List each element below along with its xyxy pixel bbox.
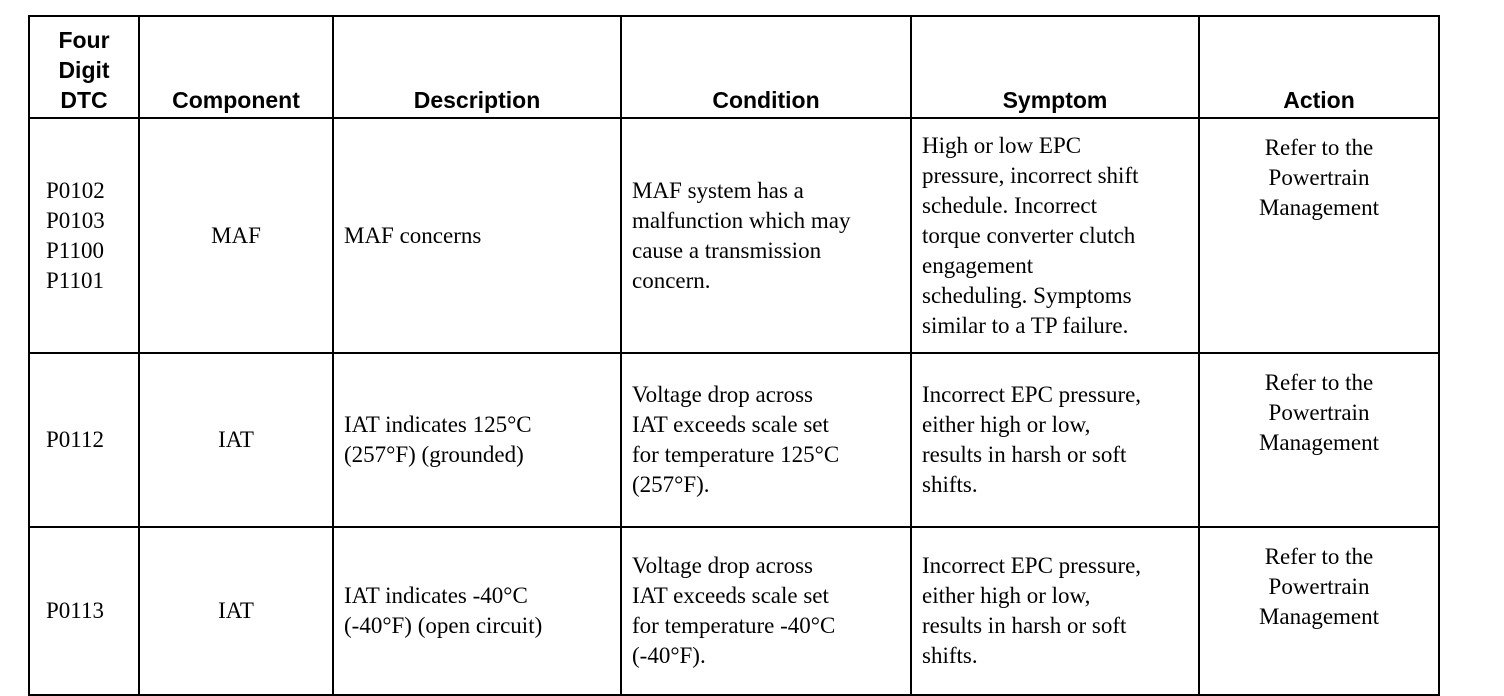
cell-line: P0103 xyxy=(46,207,105,233)
cell-line: Powertrain xyxy=(1268,574,1370,599)
cell-line: High or low EPC xyxy=(922,132,1082,158)
cell-line: P0112 xyxy=(46,427,104,452)
table-cell: MAF system has a malfunction which may cau… xyxy=(620,117,912,354)
header-cell: Action xyxy=(1198,15,1440,119)
cell-line: either high or low, xyxy=(922,412,1091,437)
table-cell: Refer to the Powertrain Management xyxy=(1198,526,1440,696)
cell-line: malfunction which may xyxy=(632,207,851,233)
cell-line: either high or low, xyxy=(922,583,1091,608)
table-cell: MAF concerns xyxy=(332,117,622,354)
cell-line: for temperature 125°C xyxy=(632,442,840,467)
table-cell: MAF xyxy=(138,117,334,354)
cell-line: Powertrain xyxy=(1268,400,1370,425)
cell-line: P0102 xyxy=(46,177,105,203)
table-cell: High or low EPC pressure, incorrect shift… xyxy=(910,117,1200,354)
cell-line: Voltage drop across xyxy=(632,382,813,407)
cell-line: concern. xyxy=(632,267,711,293)
cell-line: MAF concerns xyxy=(344,222,482,248)
header-cell: Four Digit DTC xyxy=(28,15,140,119)
cell-line: Condition xyxy=(712,87,820,113)
table-cell: P0102 P0103 P1100 P1101 xyxy=(28,117,140,354)
header-cell: Condition xyxy=(620,15,912,119)
table-cell: Voltage drop across IAT exceeds scale set… xyxy=(620,352,912,528)
table-cell: P0112 xyxy=(28,352,140,528)
cell-line: Digit xyxy=(58,57,110,83)
cell-line: results in harsh or soft xyxy=(922,442,1127,467)
table-cell: IAT indicates -40°C (-40°F) (open circuit… xyxy=(332,526,622,696)
cell-line: IAT xyxy=(218,427,254,452)
table-cell: P0113 xyxy=(28,526,140,696)
table-row: P0112 IAT IAT indicates 125°C (257°F) (grou… xyxy=(28,352,1440,528)
cell-line: Management xyxy=(1258,195,1380,220)
cell-line: P1101 xyxy=(46,267,104,293)
cell-line: Powertrain xyxy=(1268,165,1370,190)
cell-line: (-40°F) (open circuit) xyxy=(344,613,543,638)
cell-line: DTC xyxy=(60,87,108,113)
cell-line: results in harsh or soft xyxy=(922,613,1127,638)
cell-line: Incorrect EPC pressure, xyxy=(922,553,1142,578)
cell-line: IAT exceeds scale set xyxy=(632,583,829,608)
cell-line: Symptom xyxy=(1002,87,1108,113)
cell-line: engagement xyxy=(922,252,1034,278)
table-cell: Refer to the Powertrain Management xyxy=(1198,352,1440,528)
cell-line: Four xyxy=(58,27,110,53)
cell-line: pressure, incorrect shift xyxy=(922,162,1139,188)
cell-line: IAT indicates -40°C xyxy=(344,583,528,608)
cell-line: MAF xyxy=(211,222,261,248)
header-cell: Component xyxy=(138,15,334,119)
table-body: P0102 P0103 P1100 P1101 MAF MAF concerns MAF s… xyxy=(28,117,1440,696)
cell-line: Incorrect EPC pressure, xyxy=(922,382,1142,407)
cell-line: Action xyxy=(1283,87,1355,113)
cell-line: Voltage drop across xyxy=(632,553,813,578)
cell-line: (257°F) (grounded) xyxy=(344,442,524,467)
table-cell: IAT indicates 125°C (257°F) (grounded) xyxy=(332,352,622,528)
cell-line: Component xyxy=(172,87,300,113)
table-header: Four Digit DTC Component Description Conditio… xyxy=(28,15,1440,119)
cell-line: Refer to the xyxy=(1264,544,1374,569)
cell-line: for temperature -40°C xyxy=(632,613,836,638)
cell-line: torque converter clutch xyxy=(922,222,1136,248)
table-cell: Incorrect EPC pressure, either high or lo… xyxy=(910,526,1200,696)
cell-line: P1100 xyxy=(46,237,104,263)
cell-line: cause a transmission xyxy=(632,237,822,263)
cell-line: similar to a TP failure. xyxy=(922,312,1129,338)
cell-line: Refer to the xyxy=(1264,135,1374,160)
cell-line: MAF system has a xyxy=(632,177,804,203)
cell-line: schedule. Incorrect xyxy=(922,192,1097,218)
cell-line: Refer to the xyxy=(1264,370,1374,395)
table-row: P0102 P0103 P1100 P1101 MAF MAF concerns MAF s… xyxy=(28,117,1440,354)
header-row: Four Digit DTC Component Description Conditio… xyxy=(28,15,1440,119)
cell-line: IAT xyxy=(218,598,254,623)
table-cell: Refer to the Powertrain Management xyxy=(1198,117,1440,354)
table-cell: IAT xyxy=(138,352,334,528)
cell-line: Management xyxy=(1258,604,1380,629)
table-row: P0113 IAT IAT indicates -40°C (-40°F) (open… xyxy=(28,526,1440,696)
table-cell: Incorrect EPC pressure, either high or lo… xyxy=(910,352,1200,528)
cell-line: (257°F). xyxy=(632,472,710,497)
cell-line: Management xyxy=(1258,430,1380,455)
table-cell: Voltage drop across IAT exceeds scale set… xyxy=(620,526,912,696)
cell-line: IAT indicates 125°C xyxy=(344,412,532,437)
header-cell: Description xyxy=(332,15,622,119)
dtc-table: Four Digit DTC Component Description Conditio… xyxy=(28,15,1440,696)
cell-line: Description xyxy=(413,87,541,113)
cell-line: scheduling. Symptoms xyxy=(922,282,1132,308)
document: Four Digit DTC Component Description Conditio… xyxy=(28,15,1440,696)
cell-line: P0113 xyxy=(46,598,104,623)
cell-line: shifts. xyxy=(922,472,978,497)
table-cell: IAT xyxy=(138,526,334,696)
cell-line: shifts. xyxy=(922,643,978,668)
cell-line: (-40°F). xyxy=(632,643,706,668)
header-cell: Symptom xyxy=(910,15,1200,119)
page: {"table": { "header": [["Four", "Digit",… xyxy=(28,15,1440,696)
cell-line: IAT exceeds scale set xyxy=(632,412,829,437)
